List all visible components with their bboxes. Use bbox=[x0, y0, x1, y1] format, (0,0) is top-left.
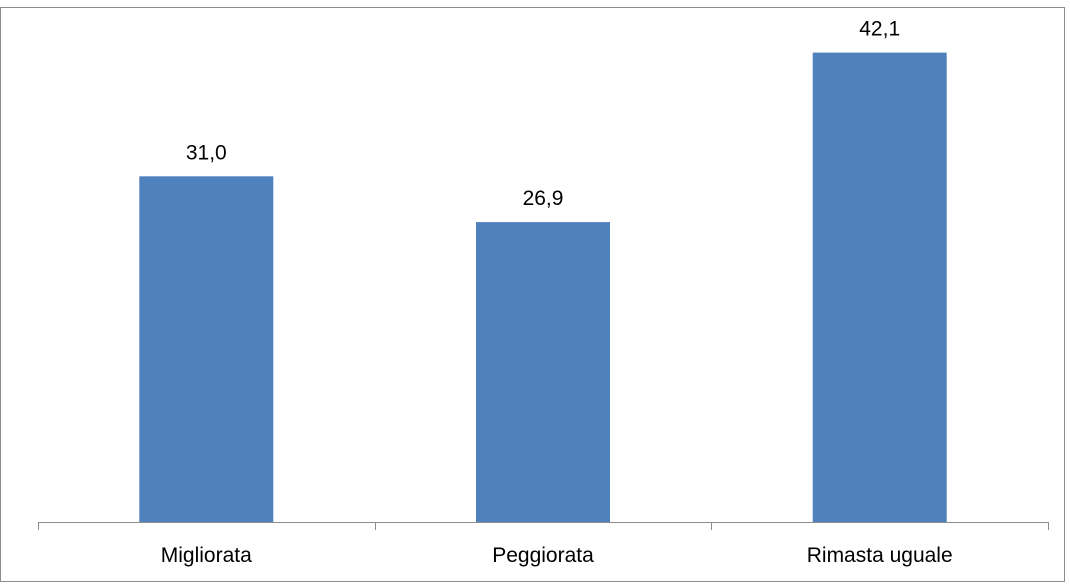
x-axis-category-label: Migliorata bbox=[161, 544, 252, 567]
bar bbox=[812, 52, 947, 522]
x-axis-category-label: Peggiorata bbox=[492, 544, 594, 567]
x-axis-labels-group: Migliorata Peggiorata Rimasta uguale bbox=[161, 544, 953, 567]
bar-value-label: 26,9 bbox=[523, 187, 564, 210]
bar bbox=[476, 222, 610, 522]
bar bbox=[139, 176, 274, 523]
x-axis-category-label: Rimasta uguale bbox=[807, 544, 953, 567]
data-labels-group: 31,0 26,9 42,1 bbox=[186, 18, 900, 211]
bars-group bbox=[139, 52, 947, 523]
bar-value-label: 31,0 bbox=[186, 141, 227, 164]
x-axis-ticks-group bbox=[38, 522, 1049, 530]
bar-value-label: 42,1 bbox=[859, 18, 900, 41]
